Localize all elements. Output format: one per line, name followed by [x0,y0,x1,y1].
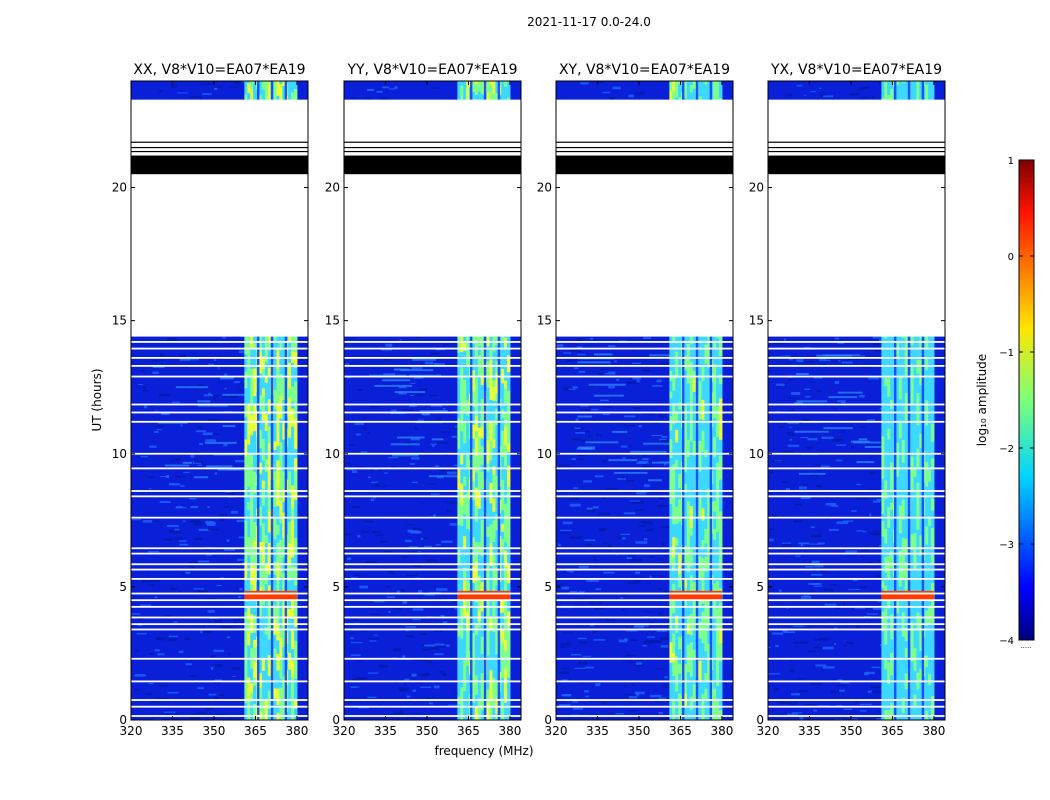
y-tick-label: 5 [119,580,127,594]
y-tick-label: 10 [537,447,552,461]
subplots: XX, V8*V10=EA07*EA19 0 5 10 15 20 320 335 350 365… [112,62,946,738]
y-tick-label: 15 [537,314,552,328]
flag-lines [556,341,733,717]
flag-lines [131,341,308,717]
black-region [344,155,521,175]
x-tick-label: 320 [757,724,780,738]
hot-band [244,590,297,601]
subplot-title: YY, V8*V10=EA07*EA19 [346,62,517,78]
black-lines [768,141,945,153]
flagged-region [768,99,945,337]
flag-lines [344,341,521,717]
subplot-xx: XX, V8*V10=EA07*EA19 0 5 10 15 20 320 335 350 365… [112,62,309,738]
colorbar-ticks: 1 0 −1 −2 −3 −4 [999,156,1034,647]
black-lines [344,141,521,153]
x-tick-label: 320 [545,724,568,738]
y-tick-label: 15 [325,314,340,328]
x-tick-label: 350 [840,724,863,738]
colorbar-tick-label: 0 [1008,252,1014,263]
hot-band [457,590,510,601]
x-tick-label: 380 [498,724,521,738]
subplot-title: XX, V8*V10=EA07*EA19 [133,62,305,78]
spectrogram-image [344,81,521,720]
subplot-yy: YY, V8*V10=EA07*EA19 0 5 10 15 20 320 335 350 365… [325,62,522,738]
y-tick-label: 10 [325,447,340,461]
y-tick-label: 5 [332,580,340,594]
x-tick-label: 365 [669,724,692,738]
x-tick-label: 335 [374,724,397,738]
colorbar-label: log₁₀ amplitude [975,354,989,446]
colorbar-gradient [1018,159,1035,641]
black-region [131,155,308,175]
y-axis-label: UT (hours) [90,368,104,431]
axes-frame [130,80,309,721]
x-tick-label: 365 [457,724,480,738]
y-tick-label: 15 [749,314,764,328]
y-tick-label: 0 [756,713,764,727]
y-tick-label: 15 [112,314,127,328]
suptitle: 2021-11-17 0.0-24.0 [527,15,651,29]
subplot-xy: XY, V8*V10=EA07*EA19 0 5 10 15 20 320 335 350 365… [537,62,734,738]
black-region [768,155,945,175]
x-tick-label: 335 [161,724,184,738]
flag-lines [768,341,945,717]
x-tick-label: 350 [416,724,439,738]
hot-band [669,590,722,601]
y-tick-label: 0 [332,713,340,727]
spectrogram-image [768,81,945,720]
subplot-title: XY, V8*V10=EA07*EA19 [559,62,730,78]
black-lines [131,141,308,153]
flagged-region [344,99,521,337]
y-tick-label: 10 [749,447,764,461]
x-tick-label: 380 [922,724,945,738]
y-tick-label: 10 [112,447,127,461]
axes-frame [343,80,522,721]
colorbar-tick-label: −4 [999,636,1014,647]
y-tick-label: 20 [325,181,340,195]
black-lines [556,141,733,153]
y-tick-label: 0 [119,713,127,727]
x-tick-label: 350 [628,724,651,738]
x-tick-label: 365 [881,724,904,738]
colorbar-tick-label: −3 [999,540,1014,551]
colorbar: 1 0 −1 −2 −3 −4 log₁₀ amplitude ..... [975,156,1035,650]
x-tick-label: 320 [333,724,356,738]
y-tick-label: 0 [544,713,552,727]
spectrogram-image [556,81,733,720]
black-region [556,155,733,175]
x-tick-label: 320 [120,724,143,738]
x-tick-label: 365 [244,724,267,738]
flagged-region [131,99,308,337]
y-tick-label: 20 [112,181,127,195]
x-tick-label: 335 [586,724,609,738]
subplot-yx: YX, V8*V10=EA07*EA19 0 5 10 15 20 320 335 350 365… [749,62,946,738]
y-tick-label: 20 [749,181,764,195]
x-tick-label: 350 [203,724,226,738]
y-tick-label: 20 [537,181,552,195]
subplot-title: YX, V8*V10=EA07*EA19 [770,62,942,78]
x-tick-label: 380 [710,724,733,738]
channel-separators [257,81,288,720]
channel-separators [682,81,713,720]
x-axis-label: frequency (MHz) [434,744,533,758]
colorbar-tick-label: −1 [999,348,1014,359]
colorbar-tick-label: 1 [1008,156,1014,167]
x-tick-label: 335 [798,724,821,738]
flagged-region [556,99,733,337]
colorbar-extra-label: ..... [1020,642,1031,650]
x-tick-label: 380 [285,724,308,738]
spectrogram-image [131,81,308,720]
axes-frame [555,80,734,721]
channel-separators [894,81,925,720]
y-tick-label: 5 [544,580,552,594]
axes-frame [767,80,946,721]
y-tick-label: 5 [756,580,764,594]
colorbar-tick-label: −2 [999,444,1014,455]
channel-separators [470,81,501,720]
hot-band [881,590,934,601]
